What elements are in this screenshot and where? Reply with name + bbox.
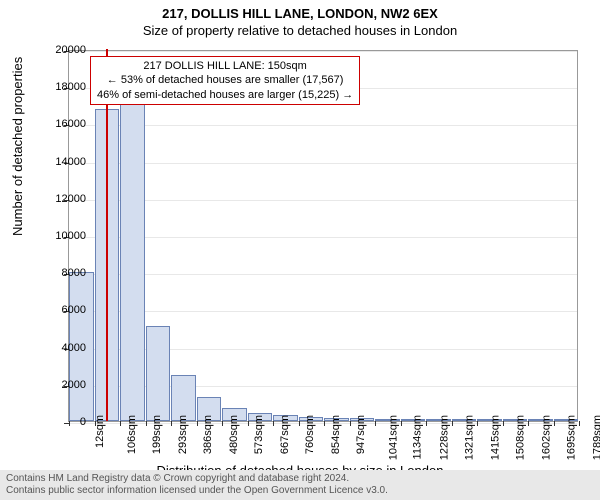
xtick-label: 760sqm [304, 415, 316, 454]
chart-title-line2: Size of property relative to detached ho… [0, 21, 600, 38]
xtick-mark [401, 421, 402, 426]
gridline [69, 163, 577, 164]
ytick-label: 18000 [36, 81, 86, 93]
xtick-label: 480sqm [228, 415, 240, 454]
gridline [69, 125, 577, 126]
histogram-bar [146, 326, 171, 421]
y-axis-label: Number of detached properties [10, 57, 25, 236]
xtick-mark [426, 421, 427, 426]
xtick-mark [452, 421, 453, 426]
footer: Contains HM Land Registry data © Crown c… [0, 470, 600, 500]
ytick-label: 6000 [36, 304, 86, 316]
xtick-label: 1228sqm [438, 415, 450, 460]
footer-line1: Contains HM Land Registry data © Crown c… [6, 473, 594, 485]
xtick-label: 386sqm [202, 415, 214, 454]
xtick-label: 199sqm [151, 415, 163, 454]
ytick-label: 16000 [36, 118, 86, 130]
xtick-label: 1415sqm [489, 415, 501, 460]
xtick-mark [350, 421, 351, 426]
xtick-label: 667sqm [279, 415, 291, 454]
xtick-mark [120, 421, 121, 426]
xtick-label: 1321sqm [463, 415, 475, 460]
gridline [69, 311, 577, 312]
xtick-label: 1041sqm [387, 415, 399, 460]
xtick-mark [579, 421, 580, 426]
ytick-label: 20000 [36, 44, 86, 56]
xtick-mark [222, 421, 223, 426]
xtick-mark [146, 421, 147, 426]
callout-line3: 46% of semi-detached houses are larger (… [97, 88, 353, 102]
xtick-mark [299, 421, 300, 426]
xtick-mark [273, 421, 274, 426]
xtick-mark [95, 421, 96, 426]
xtick-label: 1695sqm [565, 415, 577, 460]
xtick-label: 1602sqm [540, 415, 552, 460]
xtick-label: 12sqm [94, 415, 106, 448]
callout-box: 217 DOLLIS HILL LANE: 150sqm ← 53% of de… [90, 56, 360, 105]
xtick-mark [477, 421, 478, 426]
xtick-label: 1508sqm [514, 415, 526, 460]
ytick-label: 14000 [36, 156, 86, 168]
xtick-label: 293sqm [177, 415, 189, 454]
xtick-mark [171, 421, 172, 426]
xtick-mark [503, 421, 504, 426]
gridline [69, 51, 577, 52]
gridline [69, 200, 577, 201]
xtick-mark [375, 421, 376, 426]
callout-line2: ← 53% of detached houses are smaller (17… [97, 73, 353, 87]
xtick-label: 947sqm [355, 415, 367, 454]
gridline [69, 237, 577, 238]
chart-title-line1: 217, DOLLIS HILL LANE, LONDON, NW2 6EX [0, 0, 600, 21]
xtick-mark [197, 421, 198, 426]
xtick-label: 854sqm [330, 415, 342, 454]
ytick-label: 2000 [36, 379, 86, 391]
xtick-label: 106sqm [126, 415, 138, 454]
xtick-mark [248, 421, 249, 426]
histogram-bar [120, 103, 145, 421]
xtick-mark [528, 421, 529, 426]
ytick-label: 4000 [36, 342, 86, 354]
xtick-label: 573sqm [253, 415, 265, 454]
footer-line2: Contains public sector information licen… [6, 485, 594, 497]
callout-line1: 217 DOLLIS HILL LANE: 150sqm [97, 59, 353, 73]
gridline [69, 274, 577, 275]
ytick-label: 8000 [36, 267, 86, 279]
ytick-label: 10000 [36, 230, 86, 242]
ytick-label: 0 [36, 416, 86, 428]
plot-area: 12sqm106sqm199sqm293sqm386sqm480sqm573sq… [68, 50, 578, 422]
xtick-label: 1789sqm [591, 415, 600, 460]
xtick-mark [554, 421, 555, 426]
xtick-label: 1134sqm [411, 415, 423, 459]
xtick-mark [324, 421, 325, 426]
ytick-label: 12000 [36, 193, 86, 205]
